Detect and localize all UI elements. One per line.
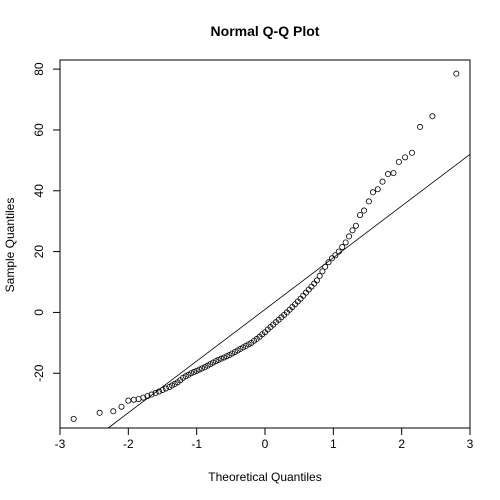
data-point	[70, 415, 77, 422]
data-point	[110, 408, 117, 415]
data-point	[379, 178, 386, 185]
data-point	[162, 385, 169, 392]
y-tick-label: 40	[32, 184, 46, 198]
data-point	[328, 255, 335, 262]
plot-frame	[59, 59, 471, 429]
x-tick-label: -2	[123, 437, 134, 451]
data-point	[346, 233, 353, 240]
data-point	[125, 397, 132, 404]
data-point	[342, 239, 349, 246]
y-tick-label: 20	[32, 245, 46, 259]
x-tick-label: 0	[262, 437, 269, 451]
data-point	[152, 390, 159, 397]
y-tick-label: -20	[32, 364, 46, 382]
reference-line	[107, 153, 471, 429]
data-point	[96, 409, 103, 416]
data-point	[356, 212, 363, 219]
data-point	[369, 189, 376, 196]
data-point	[188, 370, 195, 377]
x-tick-label: 1	[330, 437, 337, 451]
x-tick-label: 3	[467, 437, 474, 451]
y-tick-label: 0	[32, 309, 46, 316]
data-point	[218, 355, 225, 362]
data-point	[402, 154, 409, 161]
data-point	[417, 123, 424, 130]
data-point	[374, 186, 381, 193]
data-point	[215, 356, 222, 363]
y-axis: -20 0 20 40 60 80	[32, 62, 61, 382]
data-point	[148, 391, 155, 398]
data-point	[332, 252, 339, 259]
x-axis: -3 -2 -1 0 1 2 3	[55, 427, 474, 451]
y-tick-label: 80	[32, 62, 46, 76]
data-point	[365, 198, 372, 205]
y-axis-label: Sample Quantiles	[3, 198, 17, 293]
data-point	[140, 394, 147, 401]
data-point	[190, 369, 197, 376]
data-point	[212, 358, 219, 365]
data-point	[220, 354, 227, 361]
x-tick-label: -1	[191, 437, 202, 451]
data-point	[349, 227, 356, 234]
data-point	[223, 353, 230, 360]
data-point	[384, 171, 391, 178]
x-axis-label: Theoretical Quantiles	[208, 470, 321, 484]
data-point	[453, 70, 460, 77]
x-tick-label: 2	[398, 437, 405, 451]
x-tick-label: -3	[55, 437, 66, 451]
data-point	[408, 149, 415, 156]
data-point	[199, 365, 206, 372]
data-point	[130, 396, 137, 403]
data-point	[319, 268, 326, 275]
data-point	[339, 244, 346, 251]
data-point	[395, 158, 402, 165]
data-point	[361, 207, 368, 214]
data-point	[196, 366, 203, 373]
data-point	[325, 259, 332, 266]
data-point	[316, 272, 323, 279]
data-point	[352, 222, 359, 229]
chart-title: Normal Q-Q Plot	[211, 23, 320, 39]
data-point	[118, 403, 125, 410]
y-tick-label: 60	[32, 123, 46, 137]
data-point	[429, 113, 436, 120]
data-point	[390, 170, 397, 177]
data-point	[193, 367, 200, 374]
data-point	[313, 277, 320, 284]
data-points	[70, 70, 460, 422]
